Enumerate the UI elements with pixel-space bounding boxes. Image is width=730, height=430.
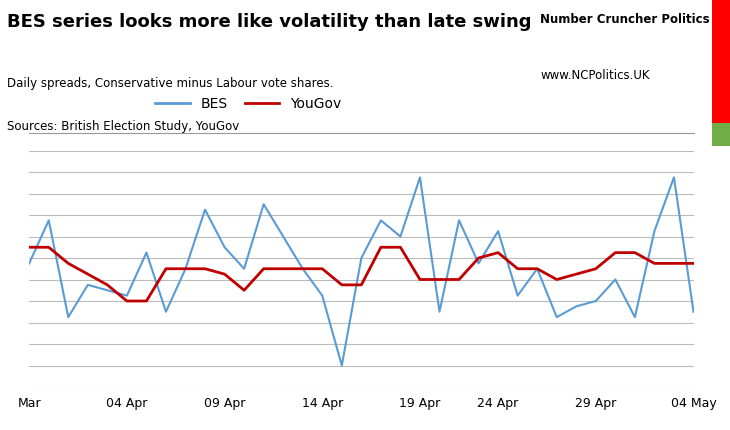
Text: Sources: British Election Study, YouGov: Sources: British Election Study, YouGov (7, 120, 239, 133)
Text: Number Cruncher Politics: Number Cruncher Politics (540, 13, 710, 26)
Text: Daily spreads, Conservative minus Labour vote shares.: Daily spreads, Conservative minus Labour… (7, 77, 334, 90)
Legend: BES, YouGov: BES, YouGov (150, 91, 347, 117)
Text: BES series looks more like volatility than late swing: BES series looks more like volatility th… (7, 13, 531, 31)
Text: www.NCPolitics.UK: www.NCPolitics.UK (540, 69, 650, 82)
